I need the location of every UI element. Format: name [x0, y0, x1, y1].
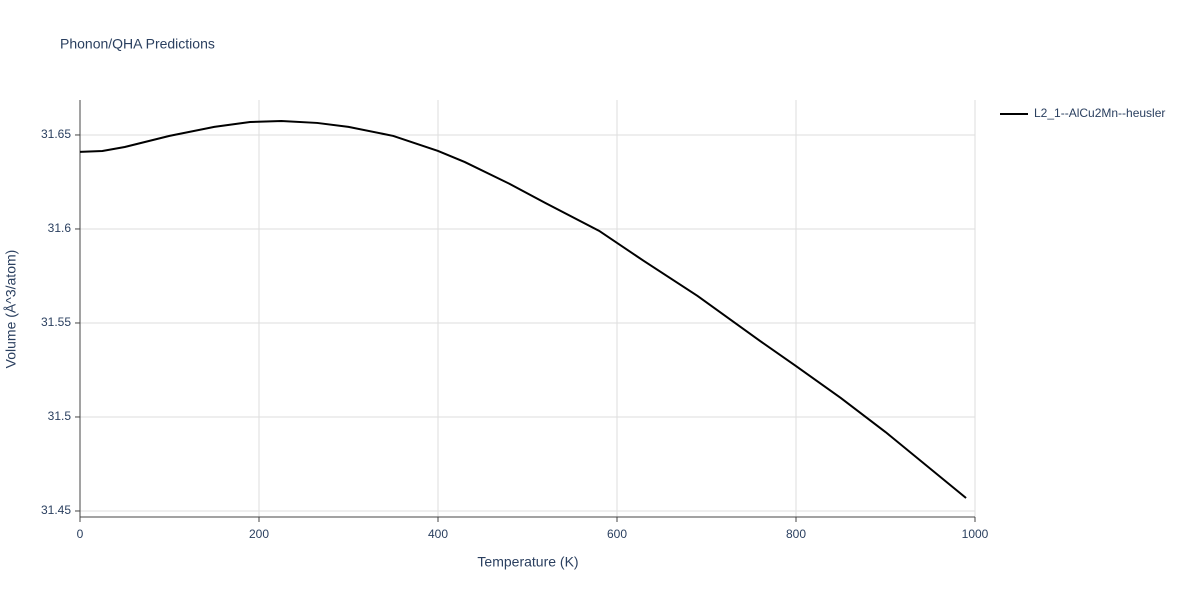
y-axis-title: Volume (Å^3/atom) [3, 250, 19, 369]
x-tick-label: 400 [428, 527, 448, 541]
line-series [79, 120, 967, 499]
chart-title: Phonon/QHA Predictions [60, 36, 215, 52]
y-tick-label: 31.55 [41, 315, 71, 329]
x-tick-label: 600 [607, 527, 627, 541]
y-tick-label: 31.65 [41, 127, 71, 141]
x-tick-label: 1000 [962, 527, 989, 541]
x-tick-label: 0 [77, 527, 84, 541]
x-tick-label: 800 [786, 527, 806, 541]
y-tick-label: 31.45 [41, 503, 71, 517]
y-tick-label: 31.5 [48, 409, 72, 423]
x-tick-label: 200 [249, 527, 269, 541]
legend-label[interactable]: L2_1--AlCu2Mn--heusler [1034, 106, 1165, 120]
x-axis-title: Temperature (K) [477, 554, 578, 570]
y-tick-label: 31.6 [48, 221, 72, 235]
